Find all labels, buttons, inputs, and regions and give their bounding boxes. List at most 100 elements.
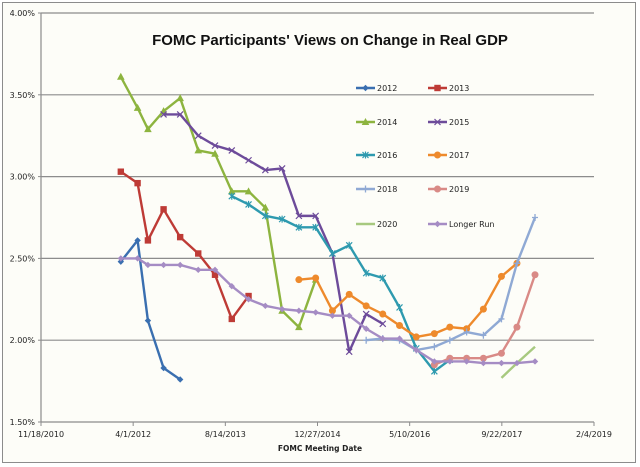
data-point-diamond: [431, 358, 438, 365]
legend-label: 2012: [377, 84, 397, 93]
legend-item: 2014: [356, 118, 397, 127]
data-point-x: [379, 320, 387, 328]
chart-title: FOMC Participants' Views on Change in Re…: [152, 32, 508, 49]
data-point-diamond: [144, 261, 152, 269]
data-point-x: [176, 111, 184, 118]
data-point-diamond: [160, 364, 167, 372]
legend-item: 2018: [356, 185, 397, 194]
series-2013: [117, 168, 252, 323]
y-tick-label: 2.50%: [10, 254, 36, 263]
data-point-x: [228, 146, 236, 154]
data-point-plus: [513, 259, 520, 267]
x-axis-title: FOMC Meeting Date: [278, 444, 362, 453]
data-point-circle: [446, 323, 454, 331]
data-point-triangle: [244, 187, 253, 195]
data-point-circle: [434, 185, 441, 193]
data-point-diamond: [446, 358, 454, 365]
series-line: [120, 257, 536, 365]
series-2012: [117, 237, 184, 383]
legend-item: 2015: [428, 118, 469, 127]
data-point-diamond: [144, 317, 152, 324]
data-point-asterisk: [295, 223, 303, 231]
data-point-asterisk: [430, 367, 438, 375]
data-point-plus: [431, 343, 438, 351]
series-line: [231, 195, 451, 373]
data-point-diamond: [434, 220, 441, 228]
data-point-diamond: [176, 376, 184, 383]
data-point-x: [194, 132, 202, 140]
data-point-x: [278, 164, 286, 172]
data-point-triangle: [117, 72, 125, 80]
data-point-circle: [463, 354, 471, 362]
data-point-diamond: [278, 305, 286, 313]
data-point-asterisk: [278, 215, 286, 223]
legend-label: 2020: [377, 220, 397, 229]
data-point-diamond: [117, 258, 125, 265]
data-point-triangle: [295, 323, 303, 331]
series-group: [117, 72, 539, 383]
series-line: [163, 113, 384, 353]
legend-label: 2019: [449, 185, 469, 194]
data-point-circle: [295, 276, 303, 284]
series-line: [119, 239, 181, 381]
y-tick-label: 3.00%: [10, 173, 36, 182]
data-point-asterisk: [329, 249, 336, 257]
x-tick-label: 9/22/2017: [481, 430, 522, 439]
series-line: [433, 274, 537, 366]
data-point-diamond: [329, 312, 336, 319]
y-tick-labels: 4.00% 3.50% 3.00% 2.50% 2.00% 1.50%: [10, 9, 36, 427]
x-tick-label: 5/10/2016: [389, 430, 430, 439]
data-point-diamond: [396, 335, 403, 342]
data-point-diamond: [245, 296, 252, 303]
data-point-circle: [513, 323, 521, 331]
data-point-diamond: [513, 359, 521, 367]
data-point-diamond: [379, 335, 386, 342]
data-point-circle: [479, 354, 487, 362]
data-point-diamond: [463, 358, 470, 365]
series-2019: [430, 271, 539, 369]
data-point-circle: [430, 330, 438, 338]
data-point-circle: [396, 321, 404, 329]
data-point-diamond: [176, 261, 184, 269]
legend-item: 2020: [356, 220, 397, 229]
data-point-circle: [312, 274, 320, 282]
data-point-diamond: [346, 312, 353, 319]
legend: 2012 2013 2014 2015 2016 2017 2018 2019 2020 Long…: [356, 84, 494, 229]
data-point-square: [160, 206, 167, 213]
series-2014: [117, 72, 320, 331]
gridlines: [41, 12, 594, 341]
data-point-x: [245, 156, 252, 164]
data-point-circle: [497, 272, 505, 280]
data-point-square: [144, 237, 152, 244]
data-point-diamond: [480, 359, 487, 367]
data-point-diamond: [211, 266, 219, 274]
data-point-square: [211, 271, 219, 278]
data-point-asterisk: [379, 274, 387, 282]
data-point-diamond: [312, 309, 319, 316]
data-point-asterisk: [345, 241, 353, 249]
data-point-triangle: [227, 187, 236, 195]
data-point-square: [195, 250, 202, 257]
x-tick-label: 11/18/2010: [18, 430, 64, 439]
data-point-plus: [463, 328, 470, 336]
data-point-x: [261, 166, 269, 174]
data-point-circle: [362, 302, 370, 310]
data-point-diamond: [160, 261, 167, 269]
data-point-asterisk: [396, 303, 403, 311]
data-point-square: [134, 179, 141, 187]
data-point-plus: [480, 331, 487, 339]
legend-item: 2012: [356, 84, 397, 93]
data-point-triangle: [194, 146, 203, 154]
data-point-asterisk: [362, 269, 370, 277]
data-point-diamond: [134, 255, 141, 262]
x-tick-label: 2/4/2019: [576, 430, 612, 439]
data-point-triangle: [133, 103, 142, 111]
data-point-diamond: [531, 358, 539, 365]
data-point-circle: [430, 361, 438, 369]
data-point-diamond: [362, 84, 369, 92]
legend-label: 2014: [377, 118, 397, 127]
legend-label: 2016: [377, 151, 397, 160]
data-point-x: [211, 142, 219, 149]
data-point-circle: [531, 271, 539, 279]
x-tick-label: 12/27/2014: [294, 430, 340, 439]
